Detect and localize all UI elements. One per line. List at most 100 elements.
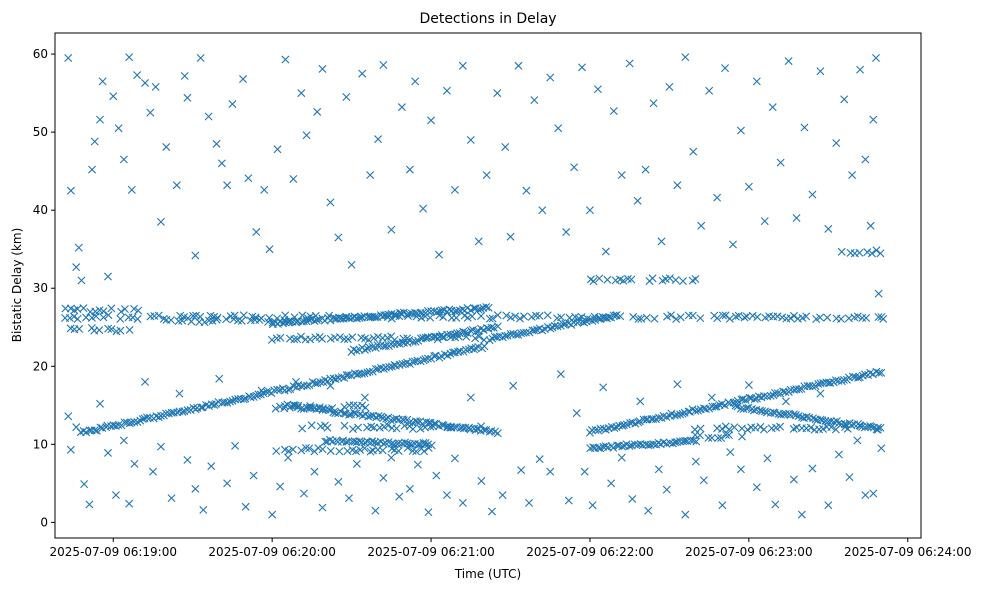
data-point [82, 313, 91, 322]
data-point [90, 426, 99, 435]
data-point [96, 399, 105, 408]
data-point [199, 505, 208, 514]
data-point [306, 335, 315, 344]
data-point [308, 378, 317, 387]
data-point [476, 305, 485, 314]
data-point [868, 370, 877, 379]
data-point [342, 93, 351, 101]
data-point [438, 333, 447, 342]
data-point [791, 411, 800, 420]
data-point [834, 450, 843, 459]
data-point [90, 137, 99, 146]
data-point [392, 414, 401, 423]
data-point [323, 423, 332, 432]
data-point [231, 441, 240, 450]
data-point [385, 362, 394, 371]
data-point [480, 335, 489, 344]
data-point [773, 312, 782, 321]
data-point [535, 311, 544, 320]
data-point [167, 494, 176, 503]
data-point [373, 341, 382, 350]
data-point [644, 506, 653, 515]
data-point [421, 312, 430, 321]
data-point [616, 312, 625, 321]
data-point [618, 421, 627, 430]
data-point [657, 237, 666, 246]
data-point [704, 433, 713, 442]
data-point [364, 335, 373, 344]
data-point [290, 313, 299, 322]
data-point [823, 313, 832, 322]
data-point [696, 314, 705, 323]
data-point [617, 453, 626, 462]
data-point [705, 86, 714, 95]
data-point [423, 306, 432, 315]
data-point [403, 310, 412, 319]
data-point [352, 459, 361, 468]
data-point [739, 395, 748, 404]
data-point [809, 414, 818, 423]
data-point [228, 100, 237, 109]
data-point [212, 139, 221, 148]
data-point [360, 393, 369, 402]
data-point [360, 369, 369, 378]
data-point [625, 59, 634, 68]
data-point [217, 159, 226, 168]
data-point [477, 312, 486, 321]
data-point [726, 448, 735, 457]
data-point [337, 373, 346, 382]
data-point [634, 314, 643, 323]
data-point [435, 250, 443, 259]
data-point [722, 430, 731, 439]
data-point [480, 342, 489, 351]
data-point [345, 313, 354, 322]
data-point [587, 426, 596, 435]
data-point [583, 314, 592, 323]
data-point [562, 228, 571, 237]
data-point [405, 165, 414, 174]
data-point [553, 322, 562, 331]
data-point [117, 307, 126, 316]
scatter-points [61, 53, 888, 519]
data-point [72, 423, 81, 432]
data-point [763, 392, 772, 401]
data-point [328, 404, 337, 413]
data-point [77, 276, 86, 285]
data-point [745, 393, 754, 402]
data-point [445, 305, 454, 314]
data-point [707, 393, 716, 402]
data-point [752, 77, 761, 86]
data-point [340, 421, 349, 430]
data-point [493, 89, 502, 98]
data-point [681, 53, 690, 62]
data-point [141, 78, 150, 87]
data-point [205, 316, 214, 325]
data-point [318, 404, 327, 413]
data-point [717, 399, 726, 408]
data-point [285, 403, 294, 412]
data-point [756, 406, 765, 415]
data-point [381, 342, 390, 351]
data-point [802, 312, 811, 321]
data-point [164, 409, 173, 418]
data-point [860, 423, 869, 432]
data-point [861, 491, 870, 500]
data-point [424, 354, 433, 363]
data-point [196, 53, 205, 62]
data-point [343, 447, 352, 456]
data-point [424, 443, 433, 452]
data-point [433, 335, 442, 344]
data-point [427, 116, 436, 125]
data-point [493, 322, 502, 331]
data-point [619, 421, 628, 430]
data-point [733, 402, 742, 411]
data-point [426, 313, 435, 322]
data-point [473, 424, 482, 433]
data-point [522, 186, 531, 195]
data-point [289, 382, 298, 391]
data-point [340, 402, 349, 411]
data-point [178, 316, 187, 325]
data-point [748, 311, 757, 320]
data-point [125, 499, 134, 508]
data-point [786, 314, 795, 323]
